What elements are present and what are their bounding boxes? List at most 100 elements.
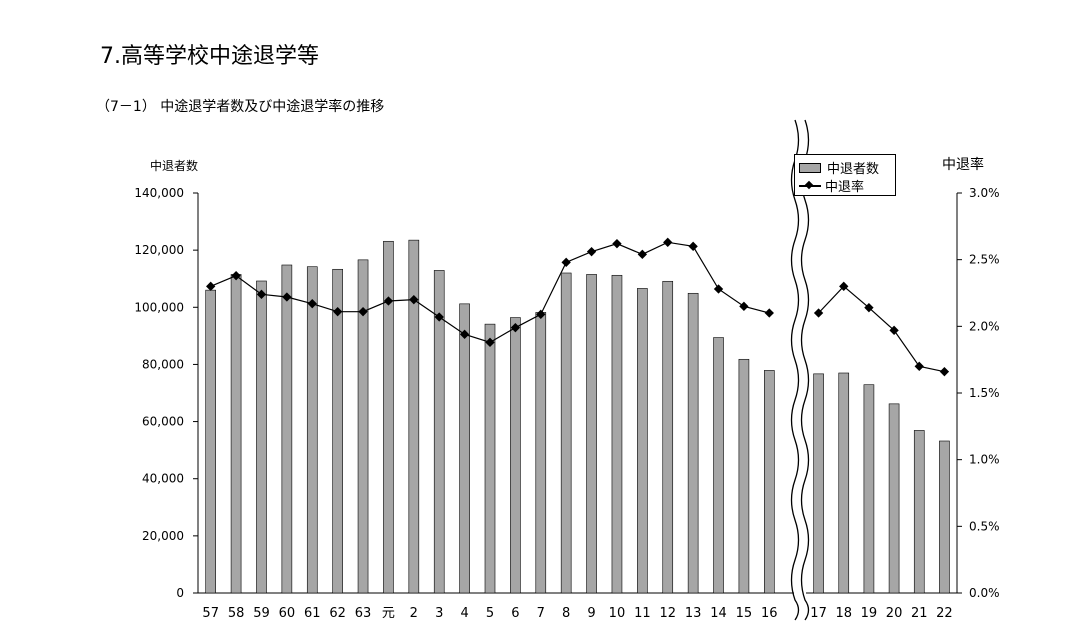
x-tick-label: 17 bbox=[810, 606, 827, 621]
x-tick-label: 8 bbox=[562, 606, 570, 621]
rate-point bbox=[637, 249, 648, 260]
right-tick-label: 2.5% bbox=[969, 253, 1000, 267]
x-tick-label: 57 bbox=[202, 606, 219, 621]
legend-item-line: 中退率 bbox=[799, 176, 864, 195]
bar bbox=[586, 274, 597, 594]
rate-point bbox=[663, 237, 673, 248]
x-tick-label: 21 bbox=[911, 606, 928, 621]
rate-point bbox=[206, 281, 216, 292]
legend-label-line: 中退率 bbox=[825, 180, 865, 195]
bar bbox=[433, 270, 445, 594]
bar bbox=[713, 337, 724, 594]
right-tick-label: 0.5% bbox=[969, 519, 1000, 533]
bar bbox=[510, 317, 521, 594]
right-tick-label: 1.5% bbox=[969, 386, 1000, 400]
x-tick-label: 59 bbox=[253, 606, 270, 621]
bar bbox=[383, 240, 394, 594]
rate-point bbox=[332, 306, 343, 317]
x-tick-label: 元 bbox=[382, 606, 395, 621]
legend-bar-swatch bbox=[799, 162, 821, 173]
axis-break-line bbox=[790, 119, 800, 621]
bar bbox=[637, 288, 648, 594]
axis-break-line bbox=[800, 119, 810, 621]
right-axis-title: 中退率 bbox=[942, 157, 984, 173]
x-tick-label: 4 bbox=[460, 606, 468, 621]
bar bbox=[205, 289, 216, 594]
bar bbox=[459, 303, 470, 594]
legend-item-bars: 中退者数 bbox=[799, 158, 879, 177]
right-tick-label: 3.0% bbox=[969, 186, 1000, 200]
page-title: 7.高等学校中途退学等 bbox=[100, 44, 319, 69]
legend-label-bars: 中退者数 bbox=[827, 162, 880, 177]
rate-point bbox=[282, 292, 292, 302]
right-tick-label: 1.0% bbox=[969, 453, 1000, 467]
rate-point bbox=[561, 257, 571, 268]
x-tick-label: 10 bbox=[609, 606, 626, 621]
rate-point bbox=[358, 306, 368, 317]
left-tick-label: 20,000 bbox=[142, 529, 184, 543]
bar bbox=[408, 239, 420, 594]
rate-point bbox=[739, 301, 749, 312]
left-tick-label: 120,000 bbox=[134, 243, 184, 257]
x-tick-label: 2 bbox=[410, 606, 418, 621]
x-tick-label: 16 bbox=[761, 606, 778, 621]
x-tick-label: 13 bbox=[685, 606, 702, 621]
rate-point bbox=[914, 361, 924, 372]
chart-legend: 中退者数 中退率 bbox=[794, 154, 896, 196]
rate-point bbox=[510, 322, 521, 333]
bar bbox=[484, 323, 496, 594]
x-tick-label: 15 bbox=[736, 606, 753, 621]
rate-point bbox=[586, 246, 597, 257]
x-tick-label: 11 bbox=[634, 606, 651, 621]
x-tick-label: 60 bbox=[279, 606, 296, 621]
left-tick-label: 0 bbox=[176, 586, 184, 600]
bar bbox=[687, 292, 699, 594]
bar bbox=[738, 358, 750, 594]
x-tick-label: 9 bbox=[587, 606, 595, 621]
rate-line-segment bbox=[818, 285, 945, 373]
x-tick-label: 14 bbox=[710, 606, 727, 621]
rate-point bbox=[688, 241, 698, 252]
bar bbox=[535, 312, 547, 594]
right-tick-label: 2.0% bbox=[969, 319, 1000, 333]
left-tick-label: 60,000 bbox=[142, 415, 184, 429]
bar bbox=[230, 274, 242, 594]
bar bbox=[256, 280, 267, 594]
bar bbox=[939, 440, 950, 594]
x-tick-label: 3 bbox=[435, 606, 443, 621]
x-tick-label: 12 bbox=[659, 606, 676, 621]
left-tick-label: 100,000 bbox=[134, 300, 184, 314]
x-tick-label: 5 bbox=[486, 606, 494, 621]
legend-line-swatch bbox=[799, 180, 821, 189]
rate-point bbox=[307, 298, 317, 309]
bar bbox=[888, 403, 900, 594]
rate-point bbox=[713, 284, 724, 294]
rate-point bbox=[939, 366, 950, 377]
x-tick-label: 7 bbox=[537, 606, 545, 621]
right-tick-label: 0.0% bbox=[969, 586, 1000, 600]
bar bbox=[306, 266, 318, 594]
x-tick-label: 62 bbox=[329, 606, 346, 621]
bar bbox=[281, 264, 293, 594]
left-tick-label: 40,000 bbox=[142, 472, 184, 486]
rate-point bbox=[485, 337, 495, 348]
bar bbox=[357, 259, 369, 594]
bar bbox=[332, 268, 343, 594]
bar bbox=[764, 370, 775, 594]
bar bbox=[662, 280, 674, 594]
x-tick-label: 6 bbox=[511, 606, 519, 621]
x-tick-label: 20 bbox=[886, 606, 903, 621]
left-tick-label: 140,000 bbox=[134, 186, 184, 200]
rate-point bbox=[434, 312, 444, 322]
x-tick-label: 19 bbox=[861, 606, 878, 621]
bar bbox=[560, 272, 572, 594]
chart-subtitle: （7－1） 中途退学者数及び中途退学率の推移 bbox=[96, 99, 385, 115]
rate-point bbox=[459, 329, 470, 340]
left-tick-label: 80,000 bbox=[142, 357, 184, 371]
x-tick-label: 63 bbox=[355, 606, 372, 621]
x-tick-label: 22 bbox=[936, 606, 953, 621]
rate-point bbox=[383, 296, 394, 306]
rate-point bbox=[231, 270, 241, 281]
bar bbox=[813, 373, 824, 594]
